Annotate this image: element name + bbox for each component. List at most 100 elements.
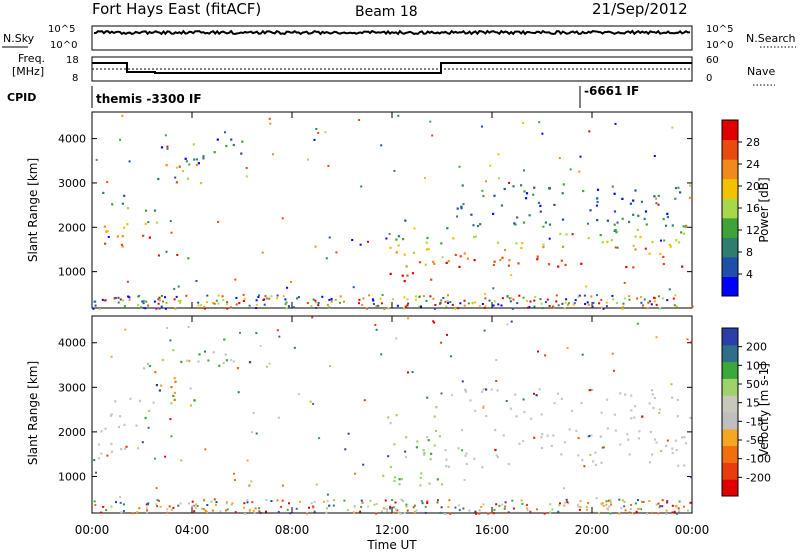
data-cell bbox=[544, 221, 547, 224]
data-cell bbox=[459, 302, 462, 305]
data-cell bbox=[405, 265, 408, 268]
data-cell bbox=[346, 509, 349, 512]
data-cell bbox=[229, 306, 232, 309]
x-axis-label: Time UT bbox=[366, 538, 417, 552]
data-cell bbox=[573, 302, 576, 305]
data-cell bbox=[611, 352, 614, 355]
colorbar-segment bbox=[722, 237, 738, 258]
data-cell bbox=[241, 140, 244, 143]
beam-label: Beam 18 bbox=[355, 4, 418, 20]
data-cell bbox=[521, 121, 524, 124]
data-cell bbox=[516, 302, 519, 305]
data-cell bbox=[191, 505, 194, 508]
data-cell bbox=[187, 257, 190, 260]
data-cell bbox=[630, 409, 633, 412]
data-cell bbox=[587, 502, 590, 505]
data-cell bbox=[375, 503, 378, 505]
data-cell bbox=[193, 399, 196, 402]
data-cell bbox=[312, 298, 315, 301]
data-cell bbox=[165, 250, 168, 253]
data-cell bbox=[522, 439, 525, 443]
data-cell bbox=[689, 184, 692, 187]
data-cell bbox=[307, 158, 309, 161]
data-cell bbox=[359, 243, 362, 246]
data-cell bbox=[655, 441, 658, 444]
data-cell bbox=[606, 240, 609, 243]
data-cell bbox=[511, 307, 514, 310]
data-cell bbox=[458, 509, 461, 512]
data-cell bbox=[120, 511, 123, 514]
data-cell bbox=[335, 251, 338, 254]
data-cell bbox=[642, 501, 645, 503]
data-cell bbox=[95, 158, 98, 161]
data-cell bbox=[601, 306, 604, 309]
data-cell bbox=[637, 214, 640, 217]
data-cell bbox=[234, 479, 236, 481]
colorbar-tick-label: 200 bbox=[746, 341, 767, 354]
data-cell bbox=[670, 383, 673, 386]
data-cell bbox=[563, 441, 566, 444]
data-cell bbox=[655, 336, 658, 339]
data-cell bbox=[94, 300, 97, 303]
noise-tick-low-left: 10^0 bbox=[50, 40, 77, 51]
data-cell bbox=[627, 438, 630, 441]
data-cell bbox=[333, 499, 336, 501]
data-cell bbox=[436, 501, 439, 504]
data-cell bbox=[166, 327, 169, 329]
data-cell bbox=[508, 259, 511, 262]
data-cell bbox=[412, 506, 415, 509]
data-cell bbox=[533, 305, 536, 308]
data-cell bbox=[226, 301, 229, 304]
y-tick-label: 2000 bbox=[58, 426, 86, 439]
data-cell bbox=[325, 257, 328, 260]
data-cell bbox=[374, 323, 377, 326]
data-cell bbox=[548, 263, 551, 266]
data-cell bbox=[500, 304, 503, 307]
data-cell bbox=[665, 444, 668, 447]
data-cell bbox=[536, 258, 539, 261]
data-cell bbox=[521, 242, 524, 245]
data-cell bbox=[396, 304, 399, 307]
data-cell bbox=[475, 512, 478, 515]
data-cell bbox=[596, 219, 599, 222]
data-cell bbox=[268, 117, 271, 120]
data-cell bbox=[492, 287, 495, 290]
data-cell bbox=[585, 506, 588, 508]
data-cell bbox=[628, 220, 631, 224]
data-cell bbox=[677, 507, 680, 510]
data-cell bbox=[566, 303, 569, 306]
data-cell bbox=[401, 274, 404, 277]
data-cell bbox=[642, 304, 644, 307]
data-cell bbox=[594, 451, 597, 454]
data-cell bbox=[640, 508, 643, 511]
data-cell bbox=[110, 413, 113, 416]
data-cell bbox=[197, 301, 200, 304]
data-cell bbox=[127, 295, 130, 298]
data-cell bbox=[518, 442, 521, 445]
velocity-colorbar: -200 -100 -50 -15 15 50 100 200 bbox=[721, 327, 771, 497]
data-cell bbox=[430, 278, 433, 281]
data-cell bbox=[280, 505, 283, 508]
data-cell bbox=[170, 231, 173, 234]
data-cell bbox=[164, 307, 167, 310]
data-cell bbox=[119, 501, 122, 504]
noise-tick-high-left: 10^5 bbox=[48, 24, 75, 35]
data-cell bbox=[451, 303, 454, 306]
data-cell bbox=[146, 362, 150, 365]
data-cell bbox=[424, 263, 427, 266]
data-cell bbox=[206, 511, 209, 514]
data-cell bbox=[407, 371, 409, 374]
data-cell bbox=[634, 235, 637, 238]
data-cell bbox=[629, 202, 632, 205]
data-cell bbox=[609, 499, 612, 502]
data-cell bbox=[655, 197, 658, 200]
data-cell bbox=[671, 451, 674, 455]
data-cell bbox=[144, 307, 147, 310]
data-cell bbox=[614, 229, 617, 232]
data-cell bbox=[380, 510, 383, 513]
data-cell bbox=[121, 114, 124, 117]
data-cell bbox=[158, 299, 161, 302]
data-cell bbox=[563, 307, 566, 310]
data-cell bbox=[689, 501, 692, 504]
data-cell bbox=[317, 131, 320, 134]
